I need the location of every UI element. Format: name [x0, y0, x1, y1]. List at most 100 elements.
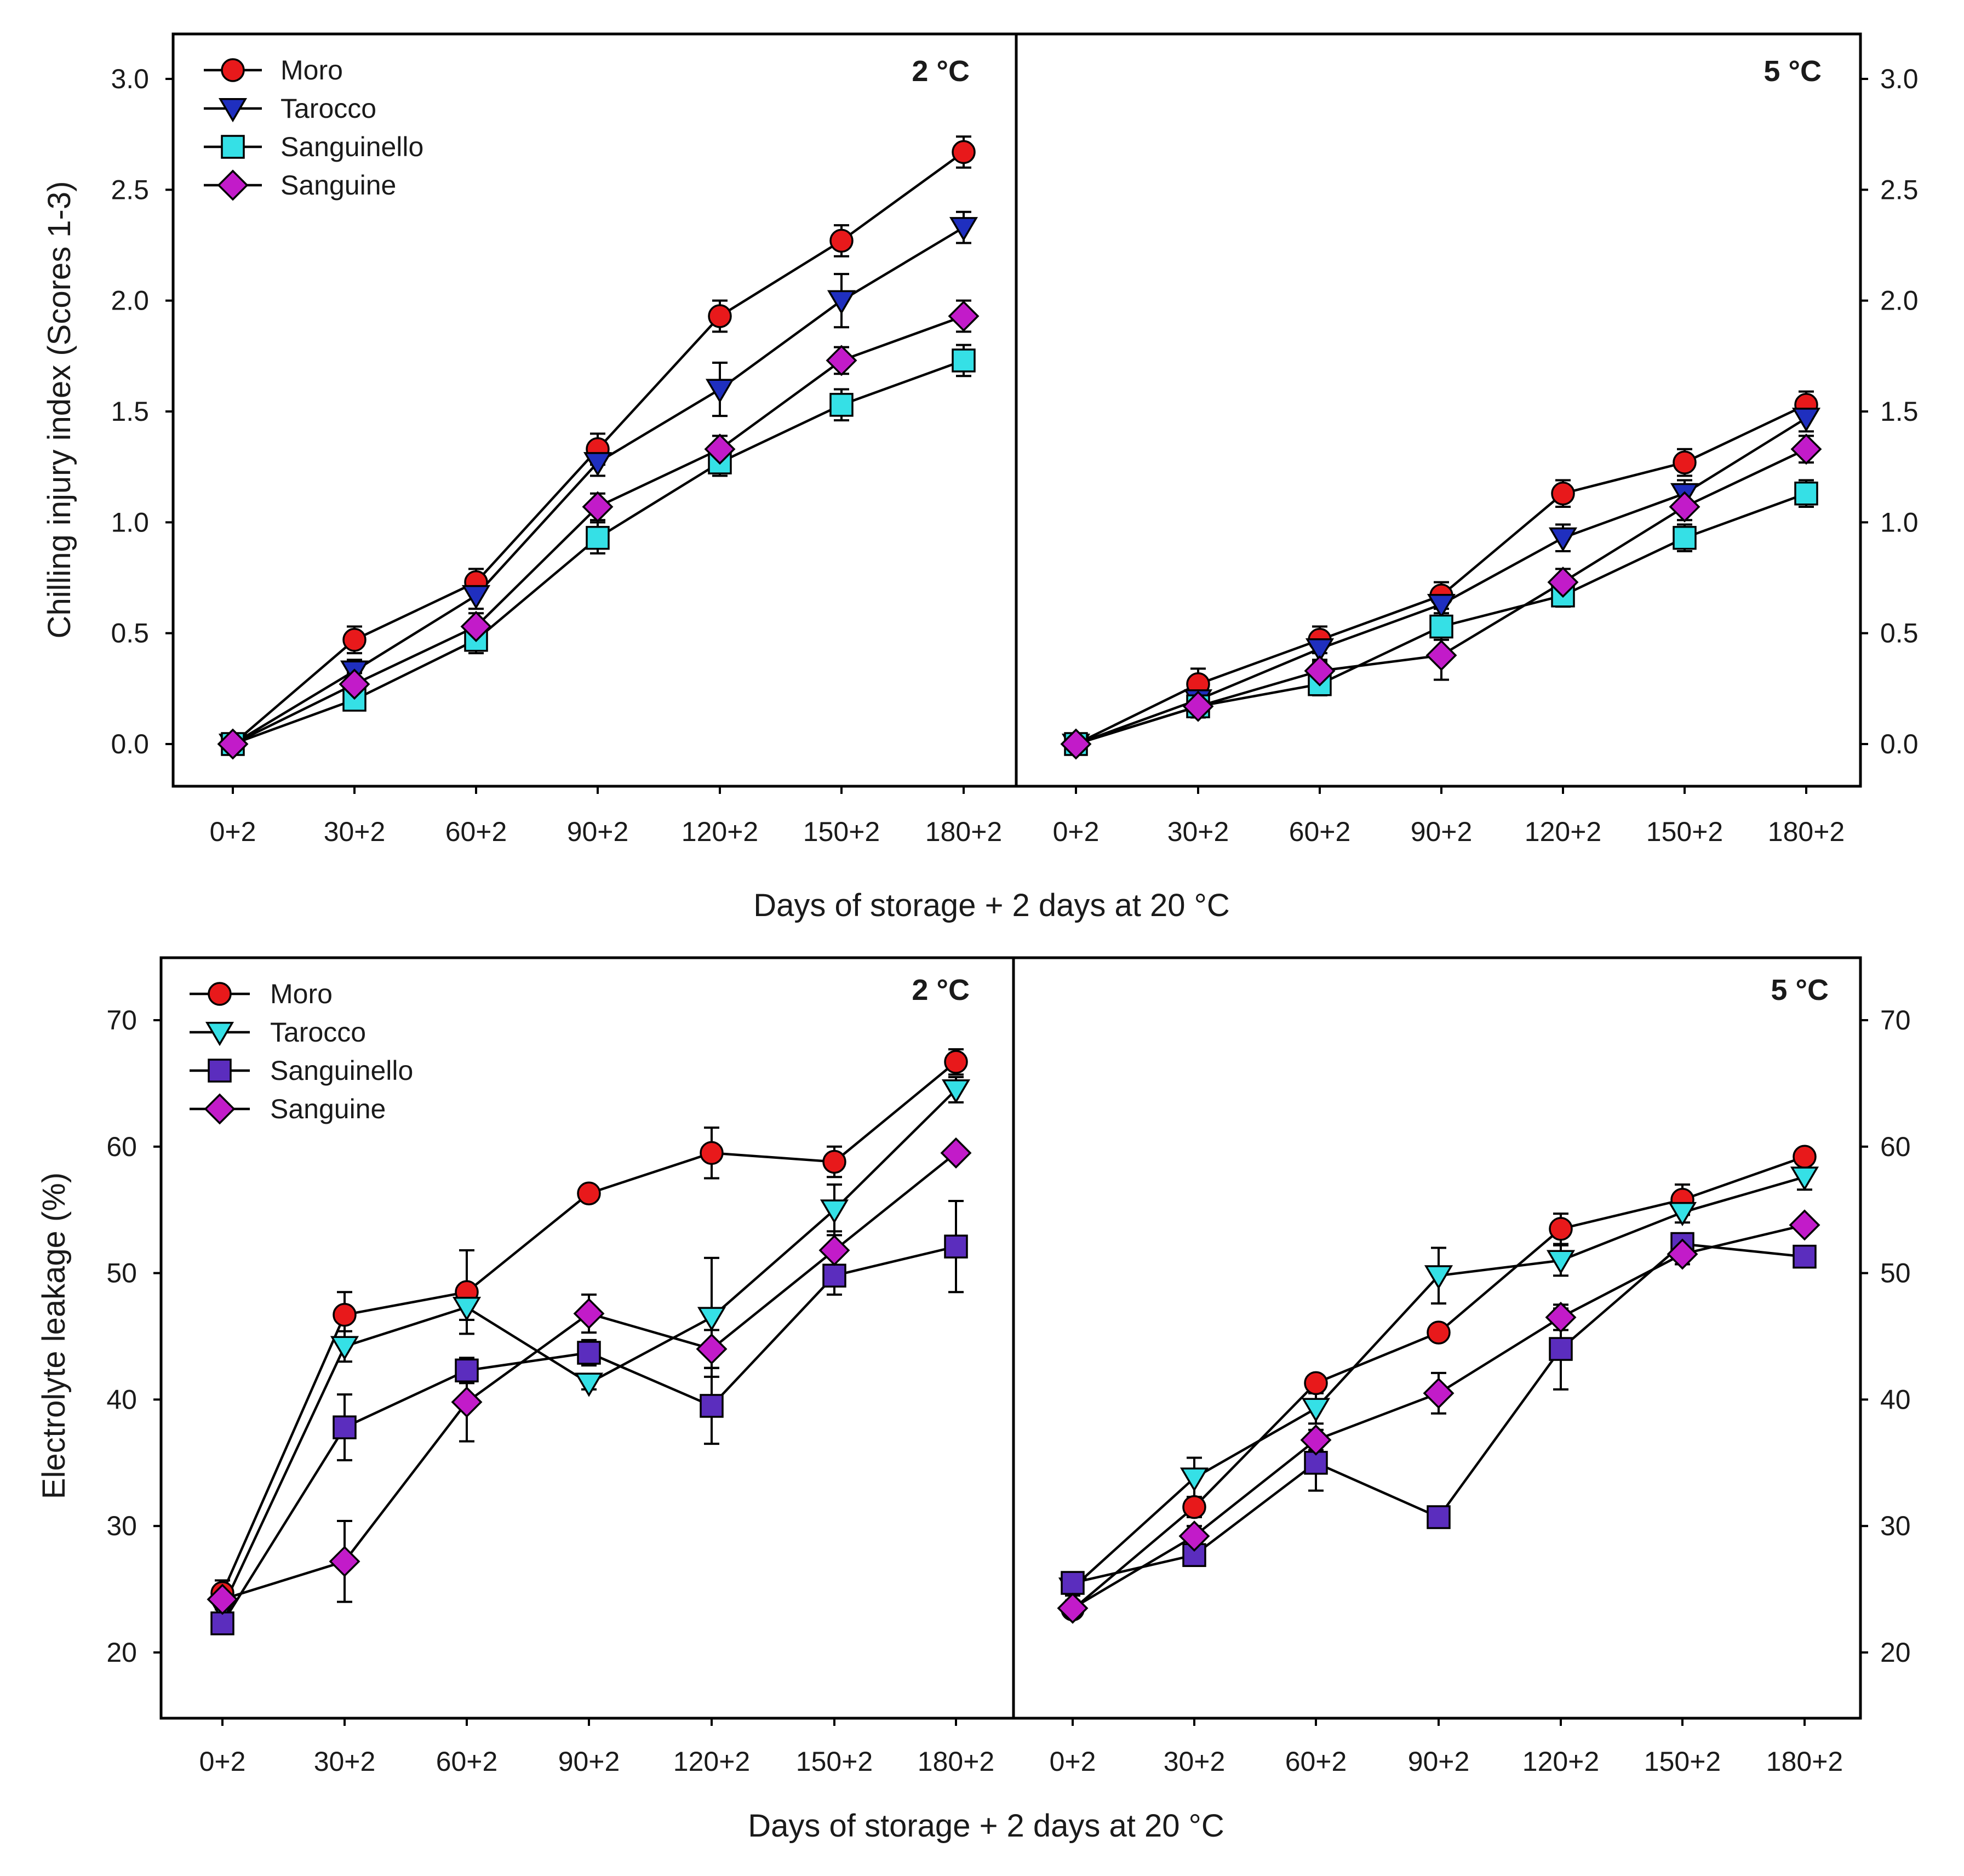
el-y-tick-label-right: 60	[1880, 1131, 1911, 1162]
el-point-sanguinello	[822, 1263, 846, 1288]
ci-point-tarocco	[827, 290, 856, 314]
el-x-axis-title: Days of storage + 2 days at 20 °C	[748, 1808, 1224, 1844]
ci-point-sanguine	[1669, 491, 1700, 523]
ci-point-moro	[1551, 481, 1575, 506]
el-point-tarocco	[820, 1199, 849, 1224]
el-y-tick-label-left: 20	[106, 1637, 137, 1668]
ci-point-tarocco	[1548, 527, 1578, 552]
el-legend-item-tarocco: Tarocco	[190, 1017, 366, 1048]
ci-panel-2c	[217, 135, 980, 760]
el-x-tick-label: 60+2	[436, 1746, 498, 1777]
el-point-tarocco	[574, 1372, 604, 1397]
el-point-sanguinello	[577, 1341, 601, 1365]
ci-point-sanguine	[826, 345, 857, 376]
ci-x-tick-label: 30+2	[324, 816, 386, 847]
ci-point-tarocco	[1305, 638, 1335, 663]
ci-point-sanguine	[1425, 639, 1457, 671]
el-point-sanguinello	[455, 1358, 479, 1383]
ci-point-tarocco	[461, 585, 491, 610]
ci-point-sanguinello	[1673, 525, 1697, 550]
ci-y-tick-label-left: 0.5	[111, 618, 149, 649]
el-panel-label-5c: 5 °C	[1771, 974, 1829, 1006]
chilling-injury-chart: 0.0 0.5 1.0 1.5 2.0 2.5 3.0 0.0 0.5 1.0 1.5 2.0 2.5…	[42, 32, 1919, 923]
el-point-moro	[1304, 1371, 1328, 1395]
ci-x-tick-label: 30+2	[1167, 816, 1229, 847]
ci-point-sanguinello	[1429, 614, 1453, 639]
el-point-sanguine	[1789, 1209, 1820, 1241]
ci-point-sanguine	[1304, 655, 1336, 687]
ci-legend-label: Moro	[280, 55, 343, 85]
ci-point-tarocco	[1427, 594, 1456, 619]
ci-y-tick-label-right: 2.5	[1880, 174, 1919, 205]
el-x-tick-label: 120+2	[673, 1746, 750, 1777]
el-legend-label: Moro	[270, 979, 333, 1009]
ci-y-tick-label-right: 3.0	[1880, 64, 1919, 94]
el-point-sanguine	[1667, 1238, 1698, 1270]
ci-legend-marker	[218, 98, 248, 123]
ci-point-sanguinello	[829, 393, 854, 417]
ci-point-tarocco	[1791, 408, 1821, 432]
el-point-moro	[1549, 1217, 1573, 1241]
el-point-sanguine	[207, 1583, 238, 1615]
el-point-sanguinello	[1427, 1505, 1451, 1529]
ci-point-sanguine	[1182, 690, 1214, 722]
el-legend-item-moro: Moro	[190, 979, 333, 1009]
ci-legend-marker	[217, 169, 249, 201]
el-x-tick-label: 60+2	[1285, 1746, 1347, 1777]
el-point-sanguine	[696, 1333, 728, 1365]
ci-x-tick-label: 150+2	[803, 816, 880, 847]
el-panel-label-2c: 2 °C	[912, 974, 970, 1006]
ci-legend: Moro Tarocco Sanguinello Sanguine	[204, 55, 423, 201]
el-point-moro	[1793, 1145, 1817, 1169]
el-point-sanguine	[1545, 1301, 1577, 1333]
el-plot-area	[207, 1048, 1820, 1635]
ci-y-tick-label-right: 2.0	[1880, 285, 1919, 316]
ci-point-sanguine	[460, 611, 492, 643]
el-point-moro	[333, 1303, 357, 1327]
ci-point-sanguine	[339, 668, 370, 700]
el-y-tick-label-right: 20	[1880, 1637, 1911, 1668]
ci-y-axis-right: 0.0 0.5 1.0 1.5 2.0 2.5 3.0	[1860, 64, 1919, 759]
ci-point-sanguine	[948, 300, 980, 332]
el-point-sanguine	[940, 1137, 972, 1169]
ci-y-axis-left: 0.0 0.5 1.0 1.5 2.0 2.5 3.0	[111, 64, 173, 759]
el-legend-item-sanguine: Sanguine	[190, 1093, 386, 1125]
el-point-sanguine	[451, 1386, 483, 1418]
el-legend-marker	[208, 1059, 232, 1083]
el-panel-2c	[207, 1048, 972, 1635]
el-y-tick-label-left: 60	[106, 1131, 137, 1162]
ci-point-sanguine	[1060, 728, 1092, 760]
el-x-tick-label: 30+2	[314, 1746, 376, 1777]
ci-legend-item-sanguinello: Sanguinello	[204, 131, 423, 162]
ci-point-moro	[708, 304, 732, 328]
el-panel-5c	[1057, 1145, 1820, 1624]
ci-x-tick-label: 60+2	[445, 816, 507, 847]
el-point-sanguinello	[944, 1234, 968, 1259]
el-point-sanguinello	[700, 1394, 724, 1418]
ci-y-axis-title: Chilling injury index (Scores 1-3)	[42, 181, 77, 639]
ci-panel-5c	[1060, 390, 1822, 760]
ci-point-sanguine	[1547, 567, 1579, 598]
ci-point-moro	[829, 228, 854, 253]
el-x-tick-label: 90+2	[558, 1746, 620, 1777]
el-point-sanguinello	[1061, 1571, 1085, 1595]
ci-x-tick-label: 0+2	[1053, 816, 1100, 847]
el-point-tarocco	[697, 1307, 726, 1331]
ci-y-tick-label-right: 0.5	[1880, 618, 1919, 649]
el-point-sanguine	[1178, 1520, 1210, 1552]
ci-legend-item-moro: Moro	[204, 55, 343, 85]
ci-legend-marker	[221, 135, 245, 159]
el-y-tick-label-left: 30	[106, 1511, 137, 1541]
el-point-tarocco	[1424, 1265, 1453, 1290]
el-point-moro	[577, 1181, 601, 1205]
ci-y-tick-label-left: 3.0	[111, 64, 149, 94]
el-legend-item-sanguinello: Sanguinello	[190, 1055, 413, 1086]
ci-point-sanguine	[704, 433, 736, 465]
ci-point-sanguinello	[952, 348, 976, 373]
el-point-sanguine	[1300, 1424, 1332, 1456]
ci-point-sanguine	[1790, 433, 1822, 465]
ci-point-tarocco	[949, 217, 978, 242]
el-y-axis-right: 20 30 40 50 60 70	[1860, 1005, 1911, 1668]
el-point-sanguinello	[333, 1415, 357, 1439]
el-point-sanguine	[329, 1546, 360, 1577]
